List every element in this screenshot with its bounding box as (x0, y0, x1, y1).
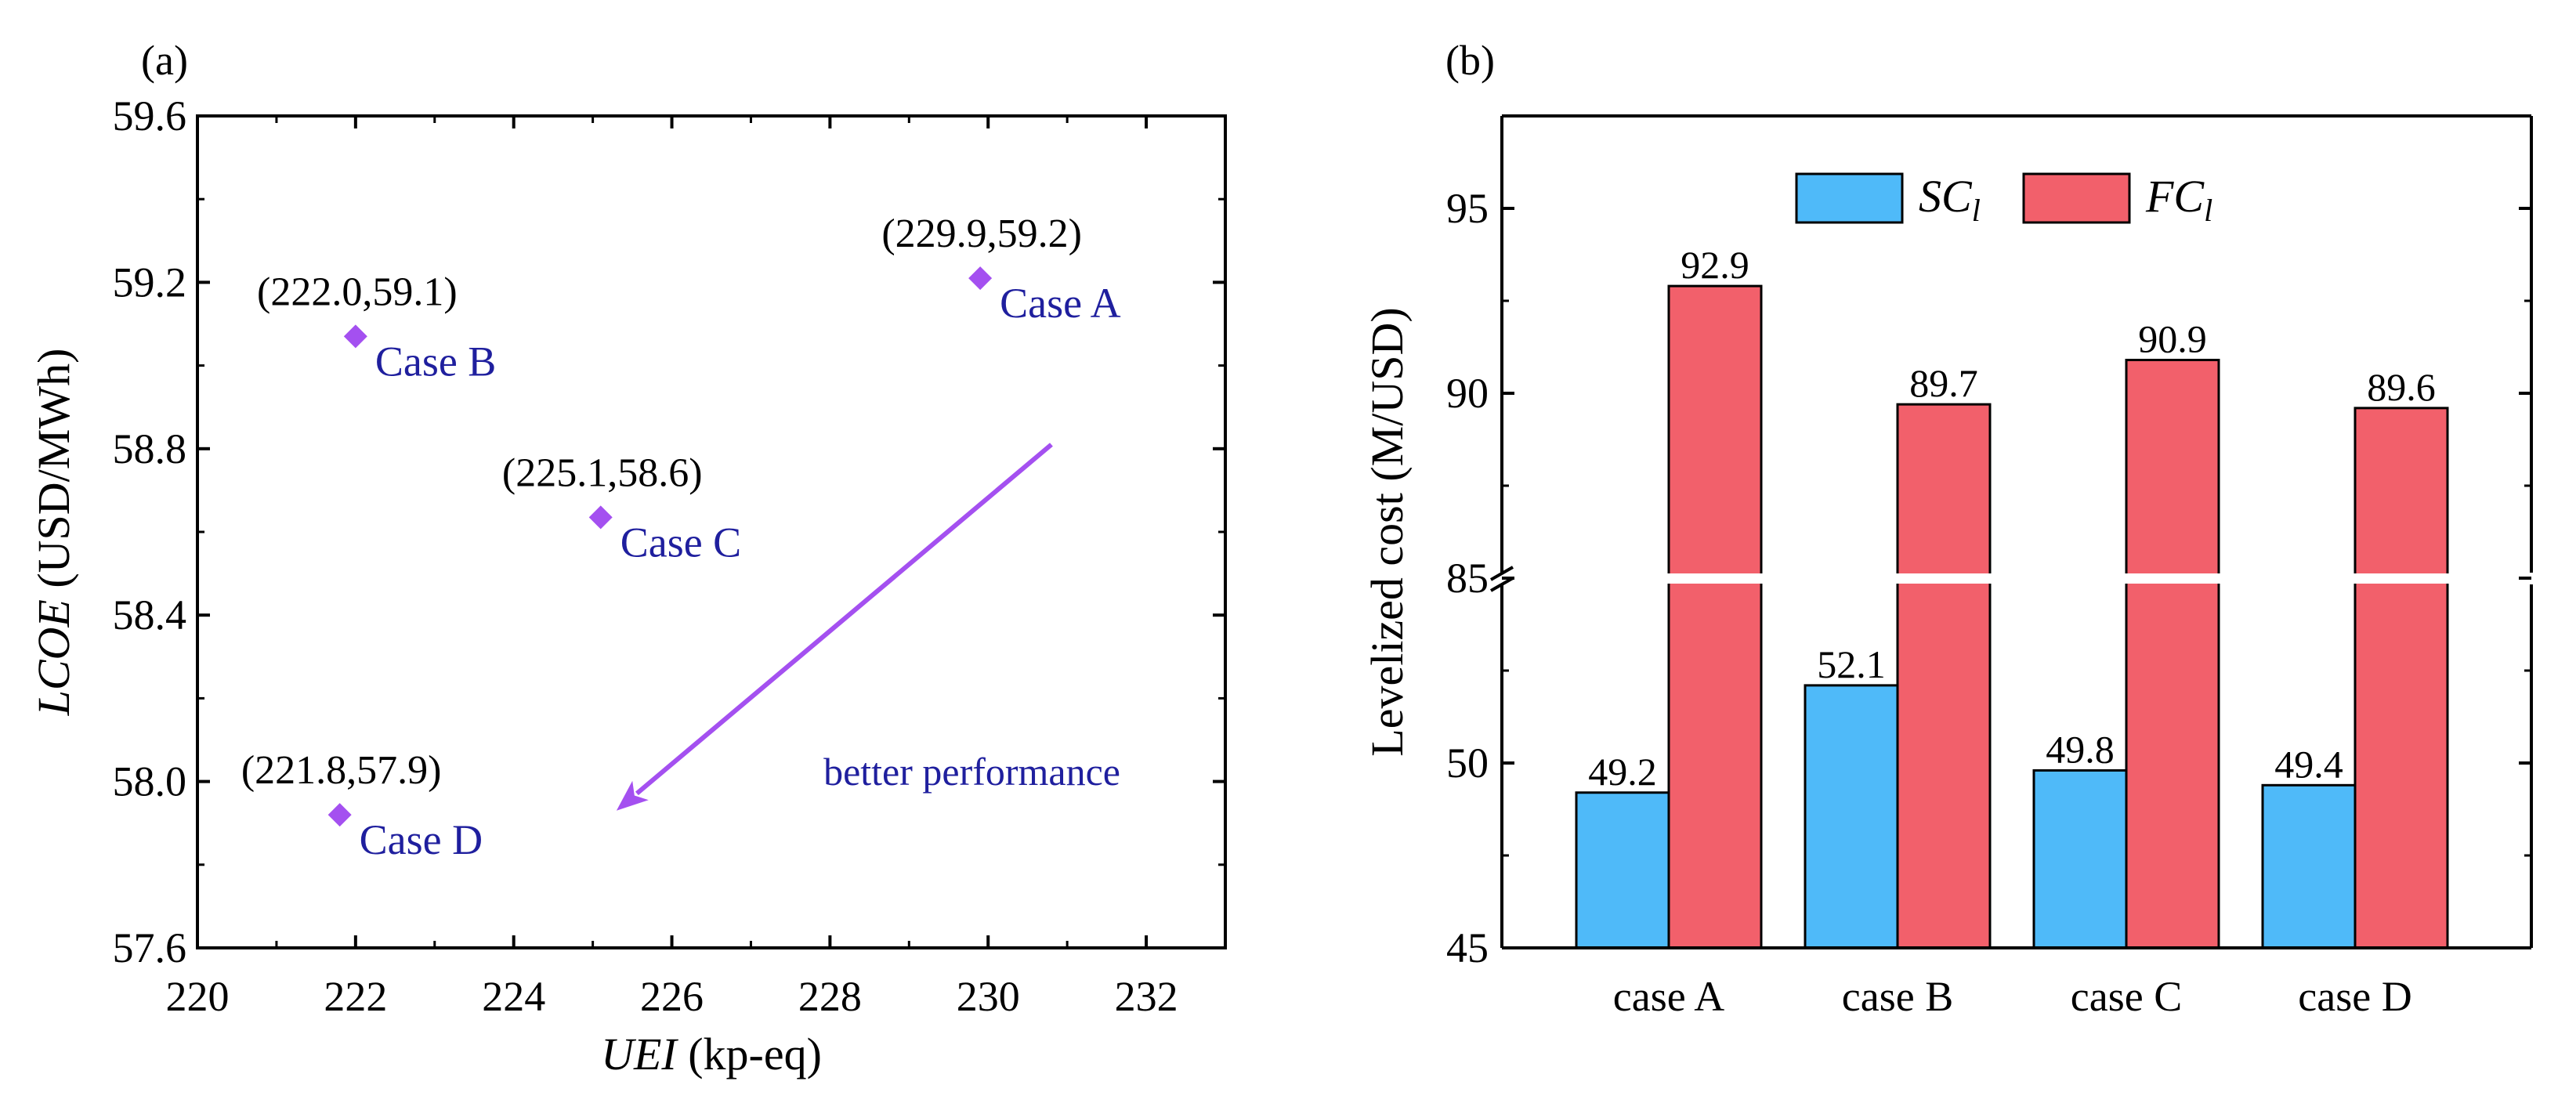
bar-fc-case-a (1667, 284, 1763, 949)
panel-a-x-ticks (196, 116, 1149, 948)
x-tick-label: 232 (1115, 973, 1178, 1020)
legend-label-fc: FCl (2145, 171, 2212, 228)
bar-label-sc-case-d: 49.4 (2274, 742, 2343, 786)
x-tick-label: 220 (166, 973, 230, 1020)
bar-label-sc-case-b: 52.1 (1817, 642, 1886, 686)
panel-a-y-axis-title-unit: (USD/MWh) (28, 349, 79, 600)
x-tick-label: case C (2071, 973, 2182, 1020)
bar-sc-case-a (1575, 791, 1670, 949)
panel-a-label: (a) (141, 37, 188, 84)
x-tick-label: 222 (324, 973, 387, 1020)
panel-a-x-axis-title-italic: UEI (601, 1029, 678, 1079)
coord-label-case-b: (222.0,59.1) (257, 269, 458, 314)
bar-sc-case-b (1804, 684, 1899, 949)
panel-a-x-axis-title: UEI (kp-eq) (601, 1029, 822, 1079)
panel-a-x-tick-labels: 220 222 224 226 228 230 232 (166, 973, 1178, 1020)
legend-label-sc-main: SC (1919, 171, 1973, 222)
y-tick-label: 58.0 (113, 758, 187, 805)
legend-label-fc-sub: l (2204, 193, 2212, 228)
bar-label-fc-case-d: 89.6 (2367, 365, 2436, 409)
bar-sc-case-d (2261, 783, 2357, 949)
axis-break-gap (1491, 573, 2541, 584)
panel-b-y-axis-title: Levelized cost (M/USD) (1362, 307, 1413, 756)
bar-fc-case-c (2125, 359, 2220, 949)
bar-label-sc-case-c: 49.8 (2046, 727, 2115, 771)
arrow-head (616, 780, 649, 811)
x-tick-label: 224 (482, 973, 545, 1020)
coord-label-case-d: (221.8,57.9) (241, 748, 442, 793)
legend-swatch-fc (2022, 172, 2131, 224)
y-tick-label: 58.8 (113, 425, 187, 472)
point-case-a (968, 266, 993, 291)
x-tick-label: 226 (640, 973, 704, 1020)
y-tick-label: 50 (1446, 740, 1489, 787)
panel-b-x-tick-labels: case A case B case C case D (1613, 973, 2412, 1020)
bar-fc-case-b (1896, 403, 1992, 949)
bar-sc-case-c (2032, 768, 2128, 949)
direction-arrow (616, 443, 1053, 811)
case-label-case-d: Case D (360, 816, 483, 863)
bar-label-fc-case-a: 92.9 (1681, 243, 1749, 287)
legend: SCl FCl (1795, 171, 2212, 228)
coord-label-case-c: (225.1,58.6) (502, 450, 703, 495)
better-performance-annotation: better performance (823, 750, 1120, 794)
bar-label-sc-case-a: 49.2 (1588, 750, 1657, 794)
axis-break-mark-lower (1490, 577, 1514, 592)
panel-b-bars (1575, 284, 2449, 949)
panel-a: (a) 220 222 224 226 228 230 232 57.6 58.0 58.4 58… (28, 37, 1227, 1079)
bar-label-fc-case-c: 90.9 (2138, 317, 2207, 361)
x-tick-label: case D (2298, 973, 2411, 1020)
point-case-c (588, 505, 613, 530)
panel-a-x-axis-title-unit: (kp-eq) (677, 1029, 822, 1079)
panel-a-y-ticks (197, 114, 1225, 949)
axis-break-marks (1490, 566, 1514, 592)
x-tick-label: 230 (957, 973, 1020, 1020)
legend-label-fc-main: FC (2145, 171, 2205, 222)
panel-a-points: (229.9,59.2) Case A (222.0,59.1) Case B (225… (241, 212, 1121, 863)
bar-label-fc-case-b: 89.7 (1909, 361, 1978, 405)
legend-label-sc-sub: l (1972, 193, 1981, 228)
coord-label-case-a: (229.9,59.2) (881, 212, 1082, 256)
case-label-case-c: Case C (620, 519, 742, 566)
panel-b-y-tick-labels: 45 50 85 90 95 (1446, 185, 1489, 971)
panel-a-y-axis-title: LCOE (USD/MWh) (28, 349, 79, 717)
panel-b: (b) Levelized cost (M/USD) 49.2 92.9 52.1 8… (1362, 37, 2541, 1020)
point-case-d (327, 803, 352, 827)
axis-break-mark-upper (1490, 566, 1514, 581)
case-label-case-a: Case A (1000, 280, 1121, 327)
point-case-b (343, 324, 367, 349)
panel-a-y-tick-labels: 57.6 58.0 58.4 58.8 59.2 59.6 (113, 92, 187, 971)
panel-a-y-axis-title-italic: LCOE (28, 599, 79, 716)
x-tick-label: case A (1613, 973, 1724, 1020)
y-tick-label: 45 (1446, 924, 1489, 971)
panel-b-y-ticks (1502, 114, 2531, 949)
y-tick-label: 57.6 (113, 924, 187, 971)
bar-fc-case-d (2353, 407, 2449, 949)
y-tick-label: 59.2 (113, 259, 187, 306)
y-tick-label: 90 (1446, 370, 1489, 417)
legend-swatch-sc (1795, 172, 1904, 224)
y-tick-label: 59.6 (113, 92, 187, 139)
y-tick-label: 95 (1446, 185, 1489, 232)
y-tick-label: 58.4 (113, 591, 187, 638)
arrow-shaft (635, 443, 1053, 796)
panel-b-label: (b) (1445, 37, 1495, 84)
y-tick-label: 85 (1446, 555, 1489, 602)
x-tick-label: 228 (798, 973, 862, 1020)
legend-label-sc: SCl (1919, 171, 1981, 228)
x-tick-label: case B (1842, 973, 1953, 1020)
case-label-case-b: Case B (375, 338, 497, 385)
panel-b-bar-labels: 49.2 92.9 52.1 89.7 49.8 90.9 49.4 89.6 (1588, 243, 2436, 794)
